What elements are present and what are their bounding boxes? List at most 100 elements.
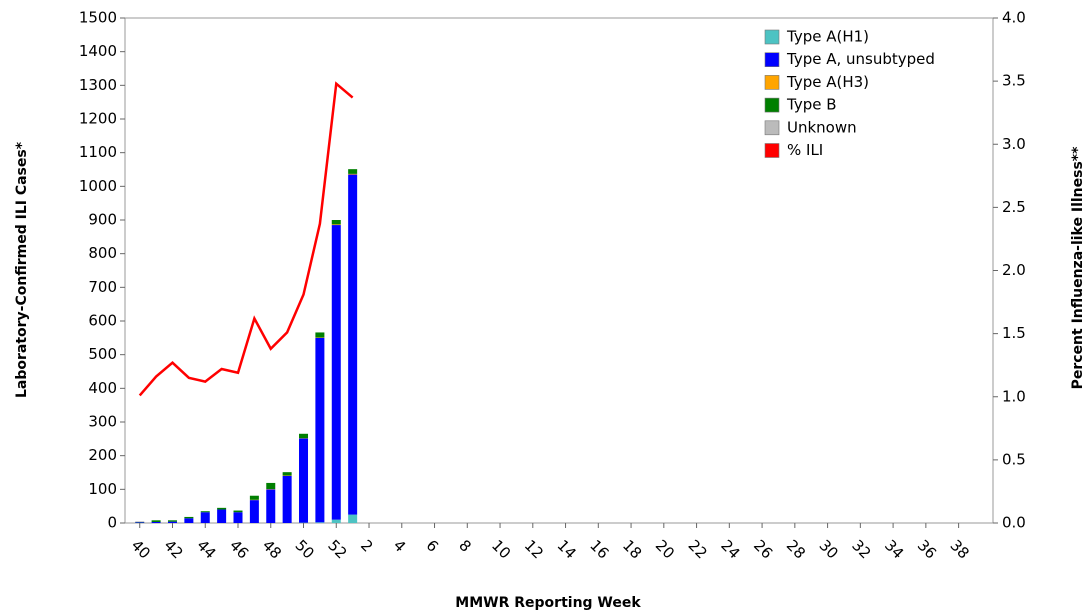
bar-segment xyxy=(299,433,309,439)
legend-swatch xyxy=(764,52,780,68)
x-tick-label: 12 xyxy=(521,536,547,562)
x-tick-label: 22 xyxy=(685,536,711,562)
bar-segment xyxy=(299,438,309,523)
legend-label: Type A, unsubtyped xyxy=(786,50,935,68)
bar-segment xyxy=(184,518,194,523)
bar-segment xyxy=(167,521,177,523)
x-tick-label: 2 xyxy=(357,536,376,555)
bar-segment xyxy=(200,511,210,513)
y-tick-label: 1100 xyxy=(79,143,117,161)
y-tick-label: 300 xyxy=(88,413,117,431)
y-tick-label: 200 xyxy=(88,446,117,464)
x-tick-label: 30 xyxy=(816,536,842,562)
legend-label: Type A(H1) xyxy=(786,28,869,46)
y-tick-label: 1000 xyxy=(79,177,117,195)
x-tick-label: 26 xyxy=(750,536,776,562)
x-tick-label: 40 xyxy=(128,536,154,562)
x-tick-label: 18 xyxy=(619,536,645,562)
bar-segment xyxy=(167,520,177,522)
legend-label: Type A(H3) xyxy=(786,73,869,91)
x-tick-label: 34 xyxy=(881,536,907,562)
x-tick-label: 8 xyxy=(455,536,474,555)
line-series xyxy=(138,81,354,397)
y-tick-label: 1400 xyxy=(79,42,117,60)
bar-segment xyxy=(151,520,161,522)
legend-label: Type B xyxy=(786,96,837,114)
y-tick-label: 400 xyxy=(88,379,117,397)
x-tick-label: 20 xyxy=(652,536,678,562)
x-tick-label: 28 xyxy=(783,536,809,562)
y2-tick-label: 3.0 xyxy=(1002,135,1026,153)
y2-tick-label: 1.0 xyxy=(1002,387,1026,405)
bar-segment xyxy=(233,510,243,513)
y2-tick-label: 0.5 xyxy=(1002,450,1026,468)
bar-segment xyxy=(331,225,341,520)
bar-segment xyxy=(348,514,358,523)
bar-segment xyxy=(331,224,341,226)
y-tick-label: 800 xyxy=(88,244,117,262)
legend-swatch xyxy=(764,29,780,45)
bar-segment xyxy=(331,519,341,523)
x-tick-label: 42 xyxy=(160,536,186,562)
x-tick-label: 46 xyxy=(226,536,252,562)
x-tick-label: 6 xyxy=(423,536,442,555)
bar-segment xyxy=(315,332,325,338)
y-tick-label: 1300 xyxy=(79,76,117,94)
y-tick-label: 500 xyxy=(88,345,117,363)
x-tick-label: 52 xyxy=(324,536,350,562)
bar-segment xyxy=(331,220,341,225)
y-tick-label: 0 xyxy=(107,514,117,532)
y2-tick-label: 0.0 xyxy=(1002,514,1026,532)
bar-segment xyxy=(200,512,210,523)
x-tick-label: 14 xyxy=(554,536,580,562)
x-tick-label: 44 xyxy=(193,536,219,562)
x-tick-label: 38 xyxy=(947,536,973,562)
bar-segment xyxy=(266,482,276,489)
legend-swatch xyxy=(764,75,780,90)
y2-tick-label: 3.5 xyxy=(1002,72,1026,90)
plot-frame xyxy=(124,17,994,524)
y-tick-label: 600 xyxy=(88,312,117,330)
bar-segment xyxy=(315,522,325,523)
bar-segment xyxy=(249,495,259,500)
bar-segment xyxy=(282,472,292,476)
x-tick-label: 10 xyxy=(488,536,514,562)
y2-tick-label: 2.0 xyxy=(1002,261,1026,279)
y-tick-label: 1200 xyxy=(79,110,117,128)
y2-axis-title: Percent Influenza-like Illness** xyxy=(1070,146,1086,390)
bar-segment xyxy=(233,512,243,523)
bar-segment xyxy=(266,489,276,523)
y-tick-label: 100 xyxy=(88,480,117,498)
bar-segment xyxy=(348,173,358,175)
x-tick-label: 16 xyxy=(586,536,612,562)
x-tick-label: 32 xyxy=(848,536,874,562)
bar-segment xyxy=(184,516,194,519)
legend-label: % ILI xyxy=(787,141,823,159)
legend-swatch xyxy=(764,120,780,136)
bar-segment xyxy=(348,169,358,174)
bar-segment xyxy=(315,337,325,523)
bar-segment xyxy=(217,507,227,510)
y-tick-label: 700 xyxy=(88,278,117,296)
legend-swatch xyxy=(764,97,780,113)
y2-tick-label: 2.5 xyxy=(1002,198,1026,216)
bar-segment xyxy=(217,509,227,523)
bar-segment xyxy=(348,174,358,515)
y-tick-label: 1500 xyxy=(79,9,117,27)
x-axis-title: MMWR Reporting Week xyxy=(455,595,641,611)
x-tick-label: 50 xyxy=(292,536,318,562)
y-axis-title: Laboratory-Confirmed ILI Cases* xyxy=(14,141,30,398)
legend-label: Unknown xyxy=(787,118,857,136)
bar-segment xyxy=(135,521,145,522)
y2-tick-label: 1.5 xyxy=(1002,324,1026,342)
y-tick-label: 900 xyxy=(88,211,117,229)
x-tick-label: 48 xyxy=(259,536,285,562)
legend-swatch xyxy=(764,143,780,158)
bar-segment xyxy=(282,475,292,523)
x-tick-label: 36 xyxy=(914,536,940,562)
bar-segment xyxy=(249,500,259,523)
y2-tick-label: 4.0 xyxy=(1002,9,1026,27)
x-tick-label: 24 xyxy=(717,536,743,562)
bar-segment xyxy=(151,521,161,523)
